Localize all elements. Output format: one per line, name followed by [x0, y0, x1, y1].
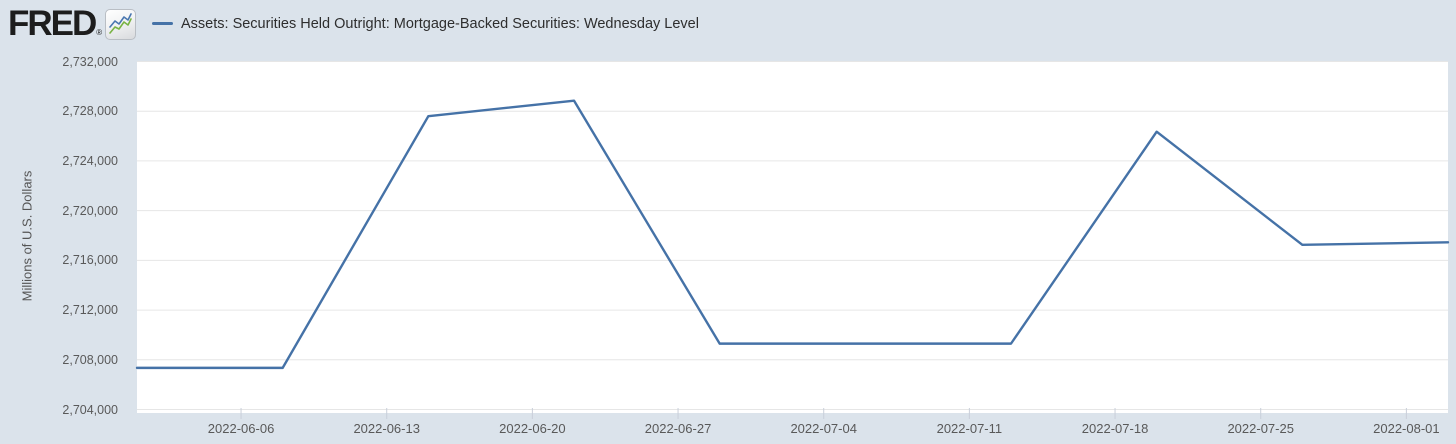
y-tick-label: 2,732,000	[62, 54, 118, 69]
registered-trademark-symbol: ®	[96, 28, 103, 37]
fred-logo[interactable]: FRED ®	[8, 4, 137, 44]
chart-header: FRED ® Assets: Securities Held Outright:…	[0, 0, 1456, 47]
y-tick-label: 2,724,000	[62, 153, 118, 168]
x-tick-label: 2022-06-27	[644, 421, 712, 436]
x-tick-label: 2022-06-06	[207, 421, 275, 436]
y-tick-label: 2,720,000	[62, 203, 118, 218]
series-legend[interactable]: Assets: Securities Held Outright: Mortga…	[152, 0, 699, 47]
x-tick-label: 2022-08-01	[1373, 421, 1440, 436]
y-tick-label: 2,712,000	[62, 303, 118, 318]
y-tick-label: 2,704,000	[62, 402, 118, 417]
y-tick-label: 2,708,000	[62, 352, 118, 367]
legend-series-label: Assets: Securities Held Outright: Mortga…	[181, 15, 699, 32]
x-tick-label: 2022-07-04	[790, 421, 857, 436]
series-line[interactable]	[135, 99, 1450, 370]
x-tick-label: 2022-07-18	[1081, 421, 1149, 436]
x-tick-label: 2022-06-20	[499, 421, 566, 436]
y-tick-label: 2,728,000	[62, 104, 118, 119]
fred-logo-text: FRED	[8, 4, 97, 43]
x-tick-label: 2022-07-11	[936, 421, 1003, 436]
x-tick-label: 2022-07-25	[1227, 421, 1294, 436]
x-tick-label: 2022-06-13	[353, 421, 420, 436]
y-axis-title: Millions of U.S. Dollars	[19, 170, 35, 302]
legend-line-marker	[152, 22, 173, 25]
y-tick-label: 2,716,000	[62, 253, 118, 268]
plot-background	[137, 61, 1448, 413]
fred-sparkline-icon	[105, 8, 137, 40]
